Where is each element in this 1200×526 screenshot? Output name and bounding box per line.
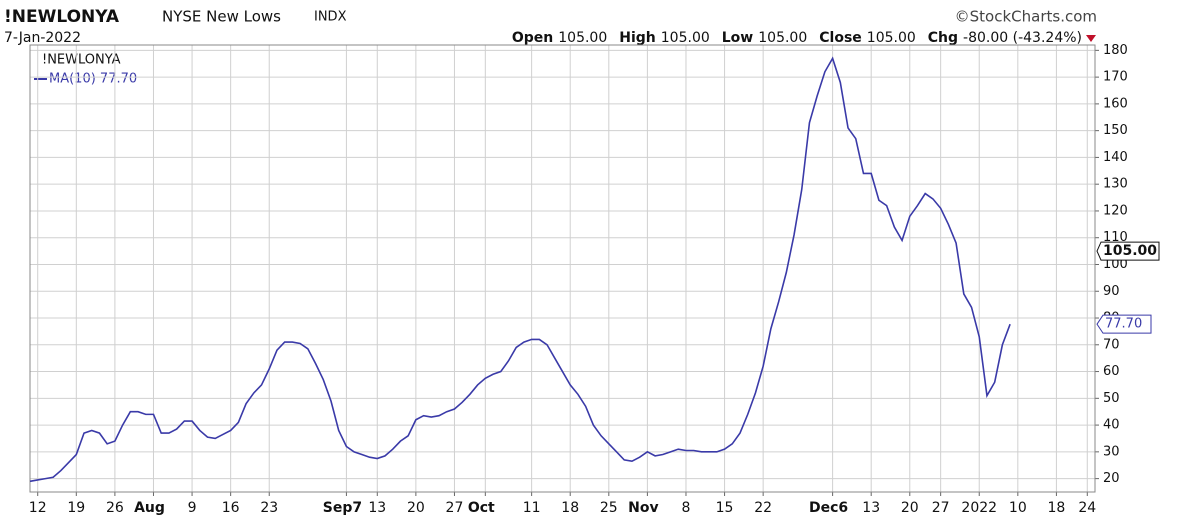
y-tick-label: 40 (1103, 418, 1120, 433)
value-tag (1096, 314, 1152, 334)
price-tag (1096, 241, 1160, 261)
quote-value: 105.00 (758, 30, 807, 46)
quote-label: Close (819, 30, 862, 46)
x-tick-label: 19 (67, 500, 85, 516)
date: 7-Jan-2022 (4, 30, 81, 46)
x-tick-label: 26 (106, 500, 124, 516)
x-tick-label: 27 (446, 500, 464, 516)
x-tick-label: 9 (188, 500, 197, 516)
y-tick-label: 170 (1103, 70, 1128, 85)
quote-value: 105.00 (558, 30, 607, 46)
y-tick-label: 130 (1103, 177, 1128, 192)
x-tick-label: 22 (754, 500, 772, 516)
x-tick-label: 20 (407, 500, 425, 516)
y-tick-label: 180 (1103, 43, 1128, 58)
x-tick-label: Sep7 (323, 500, 362, 516)
x-tick-label: 8 (682, 500, 691, 516)
x-tick-label: 16 (222, 500, 240, 516)
exchange: INDX (314, 10, 347, 25)
x-tick-label: 18 (561, 500, 579, 516)
plot-frame (29, 44, 1096, 493)
y-tick-label: 140 (1103, 150, 1128, 165)
quote-label: Low (722, 30, 754, 46)
quote-label: Open (512, 30, 553, 46)
y-tick-label: 160 (1103, 96, 1128, 111)
x-tick-label: 25 (600, 500, 618, 516)
value-label: 77.70 (1105, 317, 1142, 332)
x-tick-label: 20 (901, 500, 919, 516)
watermark: ©StockCharts.com (955, 8, 1097, 26)
y-tick-label: 70 (1103, 337, 1120, 352)
x-tick-label: Dec6 (809, 500, 848, 516)
y-tick-label: 90 (1103, 284, 1120, 299)
down-arrow (1086, 35, 1096, 42)
index-name: NYSE New Lows (162, 8, 281, 26)
legend-entry: MA(10) 77.70 (49, 72, 137, 87)
quote-value: -80.00 (-43.24%) (963, 30, 1082, 46)
x-tick-label: 12 (29, 500, 47, 516)
quote-label: Chg (928, 30, 958, 46)
x-tick-label: 13 (368, 500, 386, 516)
x-tick-label: Aug (134, 500, 165, 516)
y-tick-label: 50 (1103, 391, 1120, 406)
quote-value: 105.00 (867, 30, 916, 46)
price-label: 105.00 (1103, 243, 1157, 259)
ma-line (29, 56, 1011, 483)
symbol: !NEWLONYA (4, 7, 120, 27)
y-tick-label: 100 (1103, 257, 1128, 272)
quote-label: High (619, 30, 656, 46)
y-tick-label: 30 (1103, 444, 1120, 459)
legend-title: !NEWLONYA (42, 53, 121, 68)
x-tick-label: 2022 (961, 500, 997, 516)
y-tick-label: 150 (1103, 123, 1128, 138)
y-tick-label: 120 (1103, 203, 1128, 218)
x-tick-label: 10 (1009, 500, 1027, 516)
x-tick-label: Nov (628, 500, 658, 516)
x-tick-label: 18 (1047, 500, 1065, 516)
x-tick-label: 11 (523, 500, 541, 516)
quote: Open 105.00 High 105.00 Low 105.00 Close 105.00… (512, 30, 1082, 46)
y-tick-label: 20 (1103, 471, 1120, 486)
x-tick-label: 23 (260, 500, 278, 516)
x-tick-label: Oct (468, 500, 495, 516)
y-tick-label: 110 (1103, 230, 1128, 245)
x-tick-label: 15 (716, 500, 734, 516)
quote-value: 105.00 (661, 30, 710, 46)
y-tick-label: 60 (1103, 364, 1120, 379)
x-tick-label: 24 (1078, 500, 1096, 516)
x-tick-label: 27 (932, 500, 950, 516)
x-tick-label: 13 (862, 500, 880, 516)
